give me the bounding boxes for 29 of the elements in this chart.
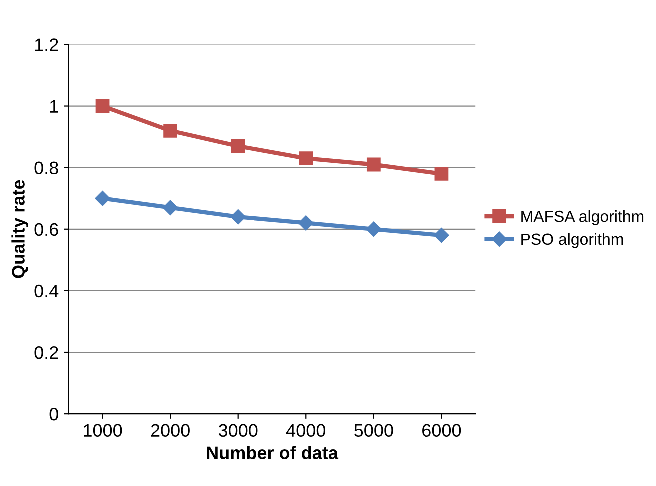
legend-label: MAFSA algorithm	[522, 210, 644, 226]
point	[434, 167, 449, 181]
x-tick-label: 1000	[84, 424, 122, 438]
point	[299, 152, 314, 166]
y-tick-label: 0.8	[34, 162, 58, 175]
point	[230, 210, 246, 225]
x-tick-label: 5000	[354, 424, 394, 438]
y-tick-label: 1.2	[35, 38, 58, 52]
y-tick-label: 0.6	[34, 223, 58, 236]
legend-label: PSO algorithm	[522, 233, 624, 248]
point	[298, 216, 314, 231]
x-tick-label: 3000	[218, 424, 258, 438]
y-tick-label: 0	[50, 408, 58, 421]
y-tick-label: 0.4	[34, 284, 59, 298]
y-axis-title: Quality rate	[12, 180, 29, 278]
point	[366, 222, 382, 237]
point	[162, 200, 178, 216]
x-axis-title: Number of data	[207, 446, 339, 460]
point	[434, 228, 450, 244]
x-tick-label: 4000	[286, 424, 326, 438]
y-tick-label: 1	[50, 100, 58, 113]
x-tick-label: 6000	[422, 424, 462, 438]
point	[231, 139, 246, 154]
point	[366, 158, 381, 172]
y-tick-label: 0.2	[34, 346, 58, 360]
point	[164, 124, 178, 138]
x-tick-label: 2000	[151, 424, 190, 438]
point	[96, 99, 110, 114]
point	[95, 191, 110, 206]
